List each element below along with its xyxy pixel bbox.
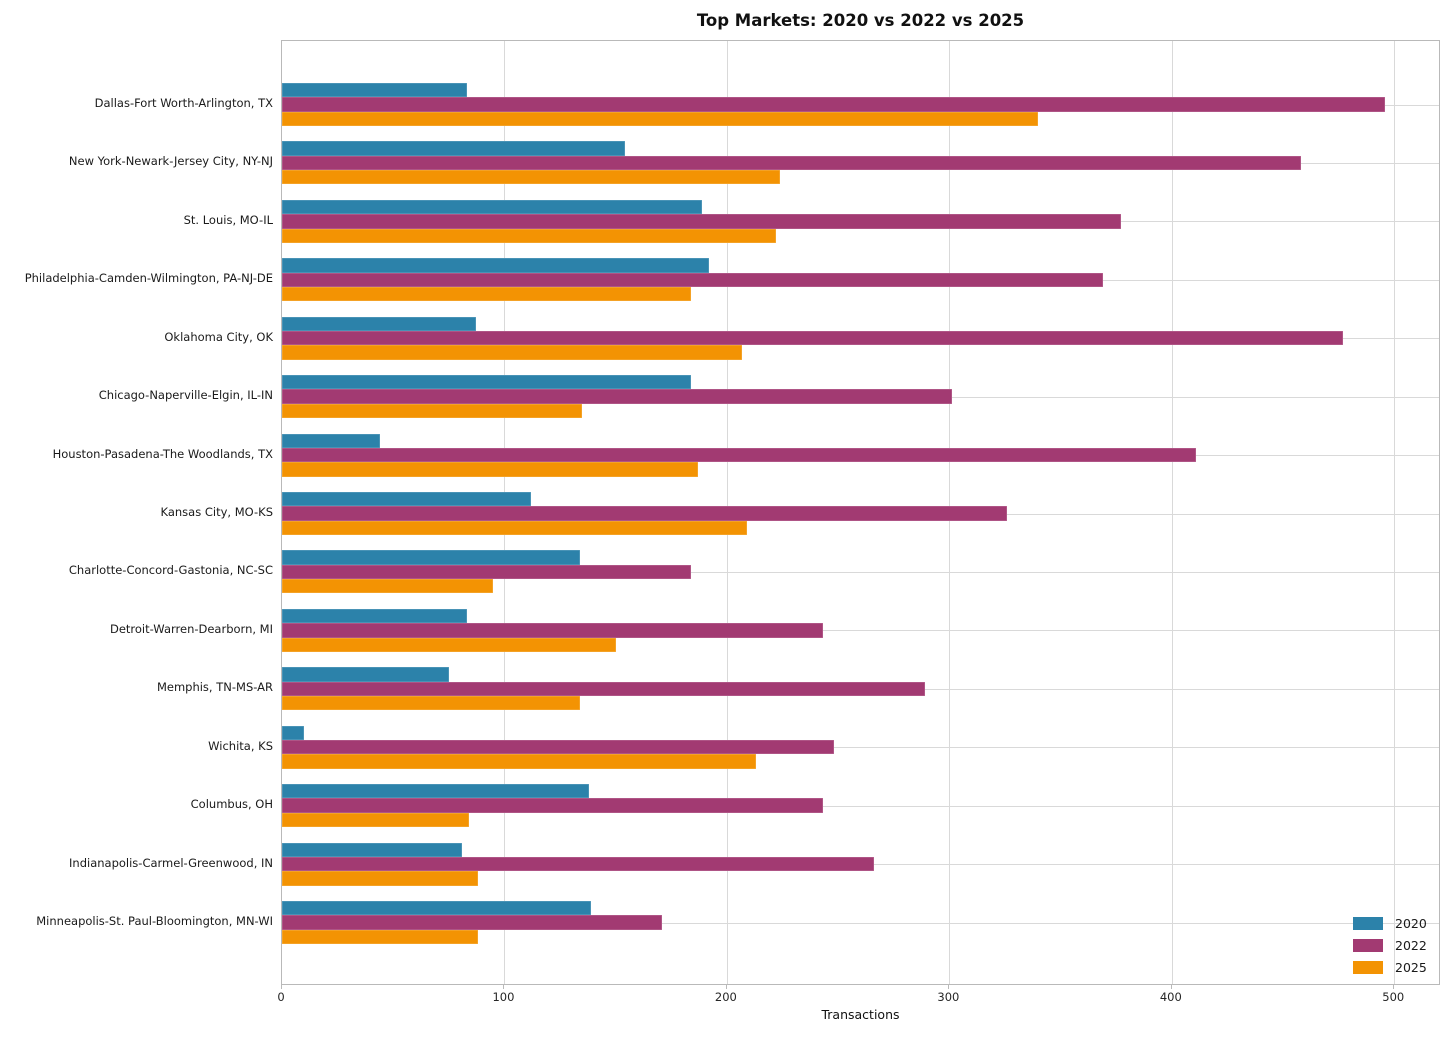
- x-tick-mark-500: [1393, 985, 1395, 989]
- x-tick-mark-0: [281, 985, 282, 989]
- bar-2022-row-2: [282, 214, 1121, 229]
- x-tick-label-0: 0: [277, 990, 285, 1004]
- x-tick-label-500: 500: [1382, 990, 1405, 1004]
- bar-2025-row-7: [282, 520, 747, 535]
- bar-2025-row-4: [282, 345, 743, 360]
- bar-2020-row-0: [282, 83, 467, 98]
- bar-2020-row-8: [282, 550, 581, 565]
- gridline-y: [282, 630, 1439, 632]
- x-axis-title: Transactions: [821, 1007, 900, 1022]
- y-label-12: Columbus, OH: [190, 797, 273, 812]
- gridline-x-500: [1394, 41, 1396, 984]
- bar-2025-row-10: [282, 695, 581, 711]
- bar-2020-row-6: [282, 433, 380, 448]
- gridline-y: [282, 571, 1439, 573]
- bar-2020-row-14: [282, 901, 592, 916]
- bar-2025-row-3: [282, 286, 692, 302]
- bar-2025-row-9: [282, 637, 616, 652]
- y-label-2: St. Louis, MO-IL: [183, 212, 273, 227]
- legend-row-2022: 2022: [1353, 934, 1427, 956]
- y-label-1: New York-Newark-Jersey City, NY-NJ: [68, 154, 273, 169]
- plot-area: [281, 40, 1440, 985]
- bar-2022-row-11: [282, 740, 834, 755]
- bar-2022-row-3: [282, 272, 1103, 287]
- legend-swatch-2022: [1353, 938, 1383, 952]
- bar-2022-row-12: [282, 798, 823, 813]
- gridline-y: [282, 747, 1439, 749]
- bar-2025-row-14: [282, 929, 478, 944]
- x-tick-label-200: 200: [714, 990, 737, 1004]
- bar-2025-row-1: [282, 170, 781, 185]
- y-label-9: Detroit-Warren-Dearborn, MI: [109, 621, 273, 636]
- bar-2020-row-12: [282, 784, 589, 799]
- y-label-5: Chicago-Naperville-Elgin, IL-IN: [98, 388, 273, 403]
- bar-2022-row-7: [282, 506, 1008, 521]
- y-label-14: Minneapolis-St. Paul-Bloomington, MN-WI: [36, 914, 273, 929]
- y-label-0: Dallas-Fort Worth-Arlington, TX: [94, 96, 273, 110]
- bar-2025-row-5: [282, 403, 583, 419]
- bar-2022-row-10: [282, 681, 925, 696]
- legend-row-2020: 2020: [1353, 912, 1427, 934]
- y-label-8: Charlotte-Concord-Gastonia, NC-SC: [68, 563, 273, 578]
- legend-label-2022: 2022: [1395, 937, 1427, 953]
- bar-2022-row-14: [282, 915, 663, 930]
- bar-2020-row-13: [282, 842, 463, 857]
- x-tick-label-400: 400: [1159, 990, 1182, 1004]
- legend-label-2020: 2020: [1395, 915, 1427, 931]
- bar-2025-row-6: [282, 462, 698, 477]
- bar-2020-row-2: [282, 199, 703, 215]
- y-label-4: Oklahoma City, OK: [164, 329, 273, 344]
- x-tick-label-300: 300: [937, 990, 960, 1004]
- x-tick-mark-300: [948, 985, 950, 989]
- gridline-x-400: [1171, 41, 1173, 984]
- bar-2022-row-5: [282, 389, 952, 404]
- y-label-6: Houston-Pasadena-The Woodlands, TX: [52, 446, 273, 461]
- bar-2020-row-5: [282, 375, 692, 390]
- bar-2022-row-9: [282, 623, 823, 638]
- chart-title: Top Markets: 2020 vs 2022 vs 2025: [696, 11, 1025, 30]
- bar-2022-row-8: [282, 564, 692, 580]
- bar-2025-row-0: [282, 111, 1039, 126]
- bar-2025-row-13: [282, 871, 478, 886]
- bar-2020-row-1: [282, 141, 625, 156]
- bar-2025-row-12: [282, 812, 469, 828]
- legend-row-2025: 2025: [1353, 956, 1427, 978]
- bar-2022-row-13: [282, 856, 874, 872]
- bar-2025-row-8: [282, 579, 494, 594]
- y-label-10: Memphis, TN-MS-AR: [156, 680, 273, 695]
- legend: 2020 2022 2025: [1353, 912, 1427, 978]
- legend-swatch-2025: [1353, 960, 1383, 974]
- bar-2020-row-11: [282, 725, 305, 741]
- bar-2020-row-10: [282, 667, 449, 682]
- x-tick-mark-400: [1170, 985, 1172, 989]
- bar-2020-row-9: [282, 608, 467, 624]
- bar-2022-row-6: [282, 447, 1197, 463]
- bar-2025-row-2: [282, 228, 776, 243]
- gridline-y: [282, 805, 1439, 807]
- x-tick-mark-200: [725, 985, 727, 989]
- bar-2020-row-7: [282, 492, 532, 507]
- y-label-13: Indianapolis-Carmel-Greenwood, IN: [69, 855, 273, 870]
- y-label-3: Philadelphia-Camden-Wilmington, PA-NJ-DE: [24, 271, 273, 286]
- bar-2025-row-11: [282, 754, 756, 769]
- x-tick-mark-100: [503, 985, 505, 989]
- x-tick-label-100: 100: [492, 990, 515, 1004]
- legend-swatch-2020: [1353, 916, 1383, 930]
- bar-2022-row-4: [282, 331, 1344, 346]
- gridline-y: [282, 922, 1439, 924]
- y-label-11: Wichita, KS: [208, 738, 273, 753]
- legend-label-2025: 2025: [1395, 959, 1427, 975]
- bar-2022-row-0: [282, 97, 1386, 112]
- bar-2020-row-3: [282, 258, 710, 273]
- bar-2022-row-1: [282, 155, 1301, 171]
- bar-2020-row-4: [282, 316, 476, 332]
- y-label-7: Kansas City, MO-KS: [160, 505, 274, 519]
